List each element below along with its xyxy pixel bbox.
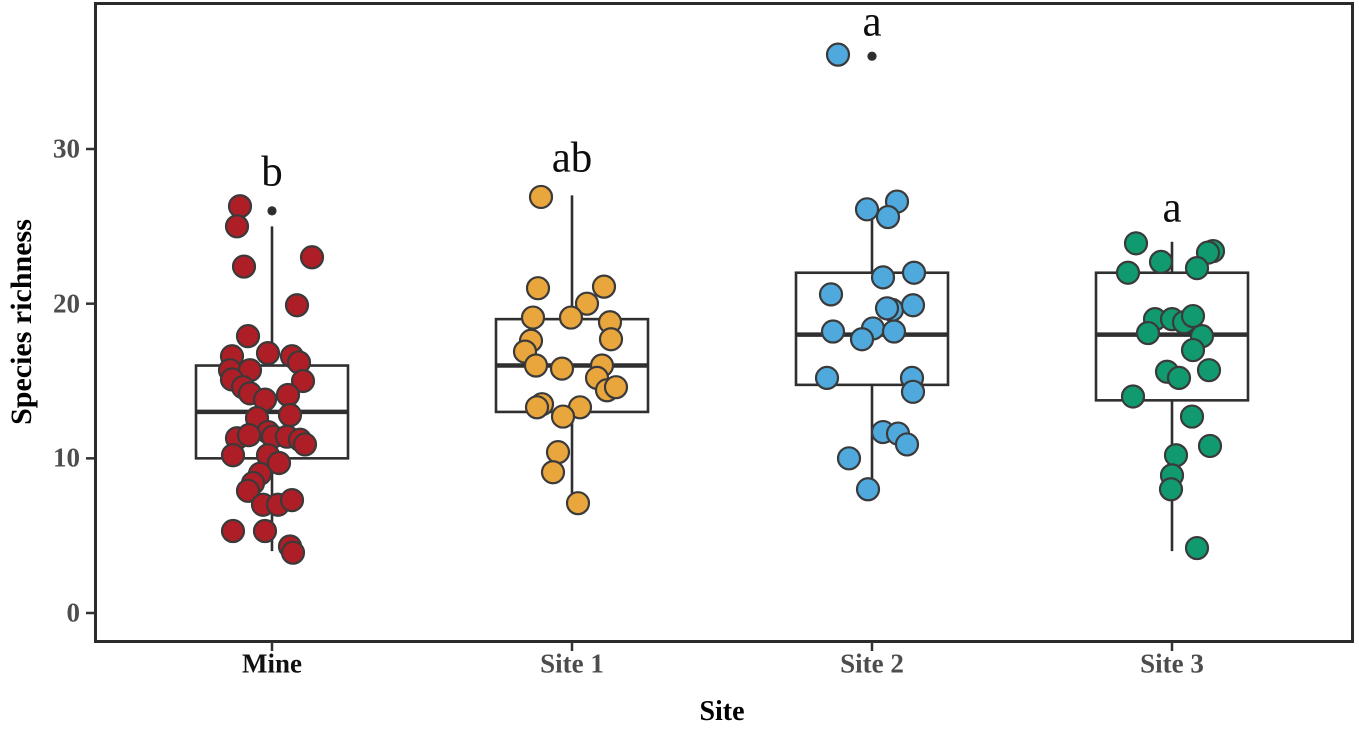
y-tick-label-20: 20 xyxy=(53,288,80,319)
jitter-point xyxy=(1180,303,1206,329)
jitter-point xyxy=(565,491,591,516)
jitter-point xyxy=(540,460,566,485)
jitter-point xyxy=(900,379,926,404)
jitter-point xyxy=(874,296,900,321)
jitter-point xyxy=(235,478,261,503)
jitter-point xyxy=(235,324,261,349)
jitter-point xyxy=(875,204,901,230)
jitter-point xyxy=(220,518,246,544)
jitter-point xyxy=(900,293,926,318)
jitter-point xyxy=(220,443,246,468)
jitter-point xyxy=(825,42,851,67)
jitter-point xyxy=(1197,433,1223,459)
jitter-point xyxy=(545,440,571,465)
jitter-point xyxy=(1135,320,1161,346)
jitter-point xyxy=(523,353,549,378)
jitter-point xyxy=(855,477,881,502)
jitter-point xyxy=(280,540,306,565)
y-tick-label-0: 0 xyxy=(66,597,81,628)
jitter-point xyxy=(814,365,840,391)
x-tick-label-site3: Site 3 xyxy=(1140,648,1204,679)
jitter-point xyxy=(277,402,303,428)
jitter-point xyxy=(520,305,546,330)
jitter-point xyxy=(591,274,617,299)
jitter-point xyxy=(901,260,927,285)
jitter-point xyxy=(236,423,262,448)
jitter-point xyxy=(836,446,862,471)
jitter-point xyxy=(252,518,278,544)
jitter-point xyxy=(1196,358,1222,383)
jitter-point xyxy=(255,341,281,366)
jitter-point xyxy=(1184,535,1210,561)
jitter-point xyxy=(603,375,629,400)
jitter-point xyxy=(1166,365,1192,391)
jitter-point xyxy=(1179,404,1205,429)
x-tick-label-site1: Site 1 xyxy=(540,648,604,679)
jitter-point xyxy=(870,265,896,290)
jitter-point xyxy=(279,487,305,513)
x-axis-title: Site xyxy=(699,696,745,727)
outlier-dot xyxy=(267,206,277,216)
jitter-point xyxy=(854,197,880,222)
x-tick-label-mine: Mine xyxy=(242,648,302,679)
significance-letter-site2: a xyxy=(862,0,882,46)
jitter-point xyxy=(894,432,920,457)
jitter-point xyxy=(528,184,554,210)
jitter-point xyxy=(849,327,875,352)
jitter-point xyxy=(231,254,257,279)
jitter-point xyxy=(1163,443,1189,468)
jitter-point xyxy=(275,382,301,408)
y-axis-title: Species richness xyxy=(5,219,38,425)
jitter-point xyxy=(1123,231,1149,256)
jitter-point xyxy=(820,319,846,344)
significance-letter-mine: b xyxy=(261,148,283,196)
jitter-point xyxy=(558,305,584,330)
jitter-point xyxy=(227,194,253,219)
outlier-dot xyxy=(867,51,877,61)
jitter-point xyxy=(292,432,318,457)
jitter-point xyxy=(266,450,292,476)
jitter-point xyxy=(1184,255,1210,281)
jitter-point xyxy=(525,276,551,301)
jitter-point xyxy=(524,395,550,420)
jitter-point xyxy=(299,245,325,270)
y-tick-label-30: 30 xyxy=(53,133,80,164)
jitter-point xyxy=(574,291,600,316)
jitter-point xyxy=(224,214,250,239)
jitter-point xyxy=(881,319,907,344)
x-tick-label-site2: Site 2 xyxy=(840,648,904,679)
jitter-point xyxy=(1158,477,1184,502)
jitter-point xyxy=(284,293,310,318)
jitter-point xyxy=(1115,260,1141,285)
panel-border xyxy=(94,2,1354,643)
jitter-point xyxy=(1148,249,1174,275)
jitter-point xyxy=(290,368,316,394)
jitter-point xyxy=(1120,384,1146,409)
jitter-point xyxy=(550,404,576,429)
jitter-point xyxy=(818,282,844,307)
significance-letter-site1: ab xyxy=(551,134,593,182)
jitter-point xyxy=(598,327,624,352)
jitter-point xyxy=(1180,337,1206,363)
y-tick-label-10: 10 xyxy=(53,442,80,473)
jitter-point xyxy=(549,356,575,381)
significance-letter-site3: a xyxy=(1162,184,1182,232)
